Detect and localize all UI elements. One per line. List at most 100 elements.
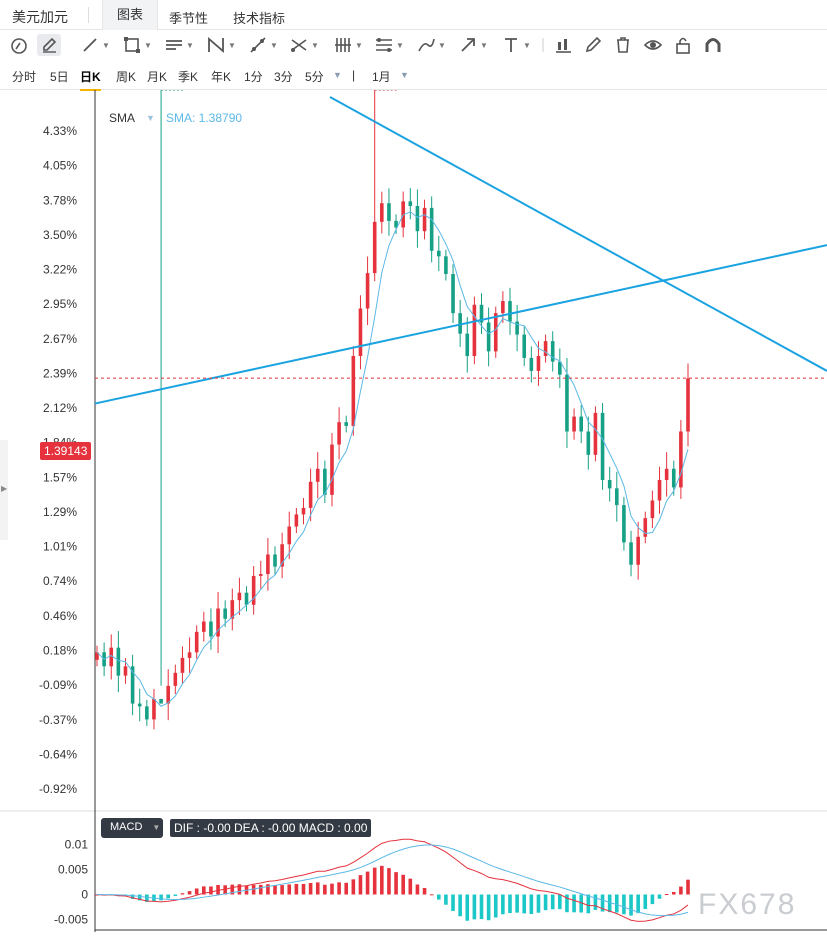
divider: | — [352, 68, 356, 82]
candle-body — [600, 412, 605, 480]
macd-histogram-bar — [643, 894, 648, 910]
macd-histogram-bar — [372, 867, 377, 895]
candle-body — [202, 621, 206, 632]
candle-body — [344, 422, 349, 426]
period-weekly[interactable]: 周K — [116, 70, 137, 84]
candle-body — [472, 304, 477, 357]
price-chart[interactable]: 4.33% 4.05% 3.78% 3.50% 3.22% 2.95% 2.67% 2.39%… — [0, 90, 827, 810]
fork-tool-icon[interactable]: ▼ — [333, 34, 363, 56]
period-yearly[interactable]: 年K — [211, 70, 232, 84]
candle-body — [671, 468, 676, 488]
line-tool-icon[interactable]: ▼ — [80, 34, 110, 56]
period-monthly[interactable]: 月K — [147, 70, 168, 84]
candle-body — [686, 378, 690, 432]
macd-histogram-bar — [614, 894, 619, 913]
y-tick-label: 2.95% — [43, 297, 77, 311]
candle-body — [394, 220, 398, 228]
lock-icon[interactable] — [673, 34, 693, 56]
high-label: 1.42473 — [401, 90, 445, 93]
candle-body — [657, 479, 662, 501]
candle-body — [216, 608, 220, 637]
macd-histogram-bar — [351, 879, 356, 895]
macd-histogram-bar — [515, 894, 519, 913]
rectangle-tool-icon[interactable]: ▼ — [122, 34, 152, 56]
macd-chart[interactable]: 0.01 0.005 0 -0.005 — [0, 810, 827, 940]
candle-body — [465, 333, 470, 357]
macd-button-label: MACD — [110, 821, 143, 833]
period-3min[interactable]: 3分 — [274, 70, 293, 84]
macd-tick-label: 0.005 — [58, 863, 88, 877]
candle-body — [209, 621, 213, 637]
macd-histogram-bar — [607, 894, 612, 913]
macd-histogram-bar — [679, 886, 683, 895]
candle-body — [173, 672, 178, 686]
chart-type-icon[interactable] — [553, 34, 573, 56]
candle-body — [116, 647, 121, 676]
magnet-icon[interactable] — [703, 34, 723, 56]
pen-tool-icon[interactable] — [37, 34, 61, 56]
macd-histogram-bar — [294, 883, 299, 895]
sma-legend-name[interactable]: SMA — [109, 111, 136, 125]
period-5d[interactable]: 5日 — [50, 70, 69, 84]
arrow-tool-icon[interactable]: ▼ — [458, 34, 488, 56]
candle-body — [493, 313, 498, 352]
macd-histogram-bar — [422, 887, 427, 895]
candle-body — [536, 356, 541, 371]
parallel-lines-tool-icon[interactable]: ▼ — [164, 34, 194, 56]
pattern-tool-icon[interactable]: ▼ — [206, 34, 236, 56]
macd-histogram-bar — [223, 885, 227, 895]
macd-histogram-bar — [159, 894, 163, 901]
macd-histogram-bar — [380, 865, 384, 895]
macd-histogram-bar — [636, 894, 640, 914]
candle-body — [258, 574, 263, 576]
macd-histogram-bar — [629, 894, 633, 916]
candle-body — [95, 652, 99, 660]
candle-body — [501, 301, 505, 314]
period-5min[interactable]: 5分 — [305, 70, 324, 84]
candle-body — [543, 341, 548, 357]
macd-histogram-bar — [358, 875, 363, 895]
descending-trendline — [329, 96, 827, 372]
period-1min[interactable]: 1分 — [244, 70, 263, 84]
tab-technical-indicators[interactable]: 技术指标 — [233, 11, 286, 26]
macd-histogram-bar — [315, 882, 320, 895]
circle-tool-icon[interactable] — [9, 34, 29, 56]
candle-body — [145, 706, 149, 720]
candle-body — [515, 321, 519, 335]
candle-body — [230, 600, 235, 619]
text-tool-icon[interactable]: ▼ — [501, 34, 531, 56]
drawing-toolbar: ▼ ▼ ▼ ▼ ▼ ▼ ▼ ▼ ▼ ▼ ▼ — [0, 30, 827, 60]
candle-body — [337, 422, 341, 445]
dif-line — [96, 838, 689, 922]
trash-icon[interactable] — [613, 34, 633, 56]
macd-histogram-bar — [579, 894, 583, 913]
candle-body — [436, 250, 441, 257]
sma-dropdown-caret-icon[interactable]: ▼ — [146, 113, 155, 123]
brush-tool-icon[interactable]: ▼ — [416, 34, 446, 56]
macd-histogram-bar — [365, 871, 370, 895]
fibonacci-tool-icon[interactable]: ▼ — [374, 34, 404, 56]
candle-body — [593, 412, 598, 455]
side-collapse-handle[interactable]: ▶ — [0, 440, 8, 540]
cross-tool-icon[interactable]: ▼ — [289, 34, 319, 56]
period-1-month[interactable]: 1月 — [372, 70, 391, 84]
eye-icon[interactable] — [643, 34, 663, 56]
period-daily[interactable]: 日K — [80, 68, 101, 91]
period-dropdown-caret-icon[interactable]: ▼ — [400, 70, 409, 80]
period-intraday[interactable]: 分时 — [12, 70, 37, 84]
chevron-right-icon: ▶ — [1, 484, 8, 493]
period-more-caret-icon[interactable]: ▼ — [333, 70, 342, 80]
macd-histogram-bar — [137, 894, 142, 901]
pencil-icon[interactable] — [583, 34, 603, 56]
macd-histogram-bar — [472, 894, 477, 920]
candle-body — [180, 657, 185, 673]
y-tick-label: 3.22% — [43, 263, 77, 277]
macd-indicator-button[interactable]: MACD ▼ — [101, 818, 163, 838]
period-bar: 分时 5日 日K 周K 月K 季K 年K 1分 3分 5分 ▼ | 1月 ▼ — [0, 60, 827, 91]
tab-seasonality[interactable]: 季节性 — [169, 11, 209, 26]
period-quarterly[interactable]: 季K — [178, 70, 199, 84]
tab-chart[interactable]: 图表 — [102, 0, 159, 30]
watermark: FX678 — [698, 888, 797, 921]
macd-histogram-bar — [258, 884, 263, 895]
segment-tool-icon[interactable]: ▼ — [248, 34, 278, 56]
